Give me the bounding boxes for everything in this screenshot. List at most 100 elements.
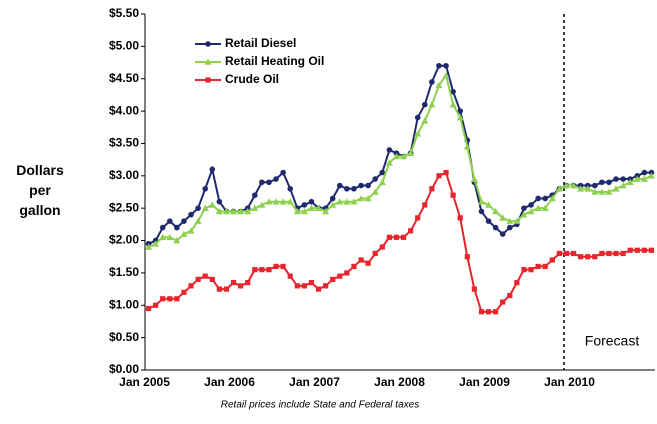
point bbox=[159, 233, 167, 241]
y-tick-label: $0.50 bbox=[109, 330, 139, 344]
point bbox=[364, 194, 372, 202]
point bbox=[478, 309, 485, 315]
point bbox=[351, 185, 357, 192]
point bbox=[521, 267, 527, 273]
point bbox=[329, 195, 336, 202]
point bbox=[606, 250, 612, 257]
y-tick-label: $4.00 bbox=[109, 103, 139, 117]
point bbox=[279, 198, 287, 205]
point bbox=[485, 309, 492, 315]
point bbox=[499, 214, 507, 221]
point bbox=[414, 114, 421, 121]
point bbox=[407, 149, 415, 156]
point bbox=[379, 244, 385, 250]
y-tick-label: $5.50 bbox=[109, 6, 139, 20]
point bbox=[393, 234, 400, 240]
point bbox=[230, 280, 237, 286]
point bbox=[470, 175, 478, 182]
y-tick-label: $2.50 bbox=[109, 200, 139, 214]
point bbox=[265, 198, 273, 205]
point bbox=[449, 101, 457, 108]
point bbox=[252, 267, 258, 273]
x-tick-label: Jan 2007 bbox=[289, 375, 340, 389]
point bbox=[266, 179, 272, 186]
point bbox=[492, 207, 500, 215]
point bbox=[293, 207, 301, 215]
y-tick-label: $1.00 bbox=[109, 297, 139, 311]
point bbox=[500, 299, 506, 305]
point bbox=[337, 273, 343, 279]
point bbox=[528, 267, 534, 273]
y-tick-label: $3.00 bbox=[109, 168, 139, 182]
forecast-label: Forecast bbox=[585, 333, 640, 349]
point bbox=[209, 276, 215, 282]
legend-label: Retail Diesel bbox=[225, 36, 296, 50]
point bbox=[195, 205, 201, 211]
point bbox=[273, 263, 279, 270]
point bbox=[450, 88, 456, 95]
point bbox=[315, 286, 322, 292]
point bbox=[408, 228, 414, 234]
point bbox=[400, 234, 407, 240]
point bbox=[266, 267, 272, 273]
point bbox=[187, 227, 195, 234]
point bbox=[259, 267, 265, 273]
x-tick-label: Jan 2006 bbox=[204, 375, 255, 389]
point bbox=[315, 204, 323, 211]
point bbox=[180, 230, 188, 237]
point bbox=[336, 198, 344, 205]
point bbox=[300, 207, 308, 215]
point bbox=[619, 182, 627, 189]
point bbox=[330, 276, 336, 282]
point bbox=[301, 283, 307, 289]
point bbox=[570, 250, 577, 257]
point bbox=[378, 178, 386, 186]
point bbox=[548, 194, 556, 202]
point bbox=[563, 250, 570, 257]
point bbox=[205, 41, 211, 47]
point bbox=[372, 250, 378, 257]
point bbox=[357, 194, 365, 202]
point bbox=[422, 202, 428, 208]
x-tick-label: Jan 2009 bbox=[459, 375, 510, 389]
point bbox=[620, 250, 626, 257]
point bbox=[188, 283, 194, 289]
point bbox=[428, 101, 436, 108]
point bbox=[280, 169, 286, 176]
point bbox=[556, 250, 562, 257]
point bbox=[358, 182, 364, 189]
point bbox=[188, 211, 194, 218]
point bbox=[244, 207, 252, 215]
point bbox=[365, 182, 371, 189]
y-tick-label: $3.50 bbox=[109, 136, 139, 150]
point bbox=[145, 243, 153, 250]
point bbox=[344, 270, 350, 276]
point bbox=[245, 280, 251, 286]
point bbox=[535, 195, 541, 202]
point bbox=[294, 283, 300, 289]
point bbox=[181, 289, 187, 295]
point bbox=[195, 276, 201, 282]
point bbox=[429, 79, 435, 85]
point bbox=[493, 309, 499, 315]
point bbox=[612, 185, 620, 192]
point bbox=[506, 217, 514, 224]
series bbox=[145, 169, 655, 315]
point bbox=[258, 201, 266, 208]
point bbox=[323, 283, 329, 289]
point bbox=[287, 185, 294, 192]
point bbox=[457, 108, 464, 114]
point bbox=[181, 218, 187, 224]
point bbox=[542, 263, 548, 270]
point bbox=[153, 302, 159, 308]
point bbox=[386, 234, 392, 240]
point bbox=[633, 175, 641, 182]
y-tick-label: $2.00 bbox=[109, 233, 139, 247]
point bbox=[350, 198, 358, 205]
point bbox=[542, 195, 549, 202]
point bbox=[535, 263, 541, 270]
point bbox=[307, 204, 315, 211]
point bbox=[379, 169, 386, 176]
point bbox=[259, 179, 265, 186]
